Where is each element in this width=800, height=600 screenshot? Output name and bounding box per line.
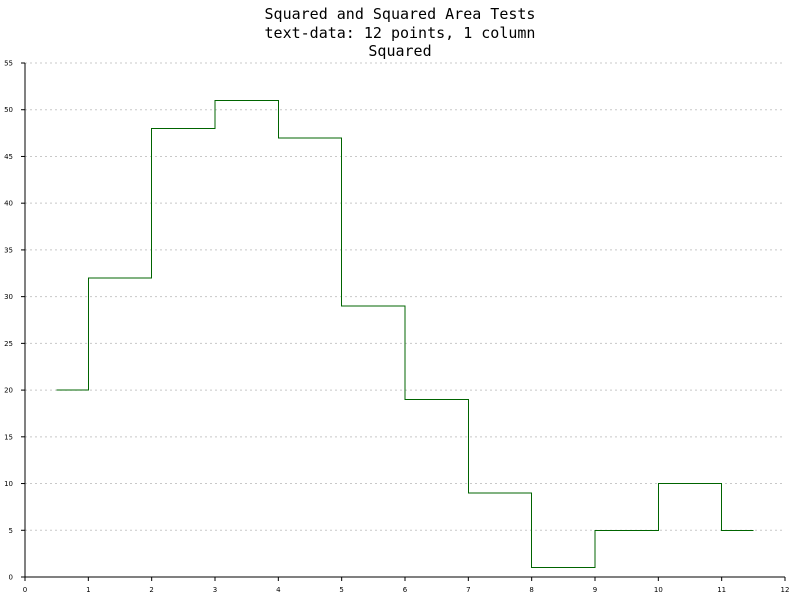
x-tick-label-8: 8 [529,586,533,594]
x-tick-label-0: 0 [23,586,27,594]
x-tick-label-12: 12 [781,586,790,594]
y-tick-label-10: 50 [4,106,13,114]
y-axis-tick-labels: 0 5 10 15 20 25 30 35 40 45 50 55 [4,60,13,582]
x-tick-label-2: 2 [149,586,153,594]
x-tick-label-6: 6 [403,586,408,594]
x-tick-label-10: 10 [654,586,663,594]
y-tick-label-4: 20 [4,387,13,395]
x-tick-label-3: 3 [213,586,217,594]
y-tick-label-9: 45 [4,153,13,161]
title-line-3: Squared [368,42,431,60]
plot-series [56,99,754,569]
x-tick-label-4: 4 [276,586,281,594]
axes [21,62,786,581]
x-axis-tick-labels: 0 1 2 3 4 5 6 7 8 9 10 11 12 [23,586,790,594]
title-line-1: Squared and Squared Area Tests [265,5,536,23]
y-tick-label-7: 35 [4,246,13,254]
y-tick-label-2: 10 [4,480,13,488]
x-tick-label-1: 1 [86,586,90,594]
chart-title: Squared and Squared Area Tests text-data… [265,5,536,60]
y-tick-label-8: 40 [4,200,13,208]
grid-lines [25,62,785,531]
y-tick-label-5: 25 [4,340,13,348]
x-tick-label-5: 5 [339,586,343,594]
x-tick-label-9: 9 [593,586,597,594]
x-tick-label-7: 7 [466,586,470,594]
y-tick-label-3: 15 [4,433,13,441]
y-tick-label-1: 5 [9,527,13,535]
title-line-2: text-data: 12 points, 1 column [265,24,536,42]
x-tick-label-11: 11 [717,586,726,594]
y-tick-label-0: 0 [9,574,13,582]
y-tick-label-11: 55 [4,60,13,68]
y-tick-label-6: 30 [4,293,13,301]
series-step-line-0 [56,99,754,569]
